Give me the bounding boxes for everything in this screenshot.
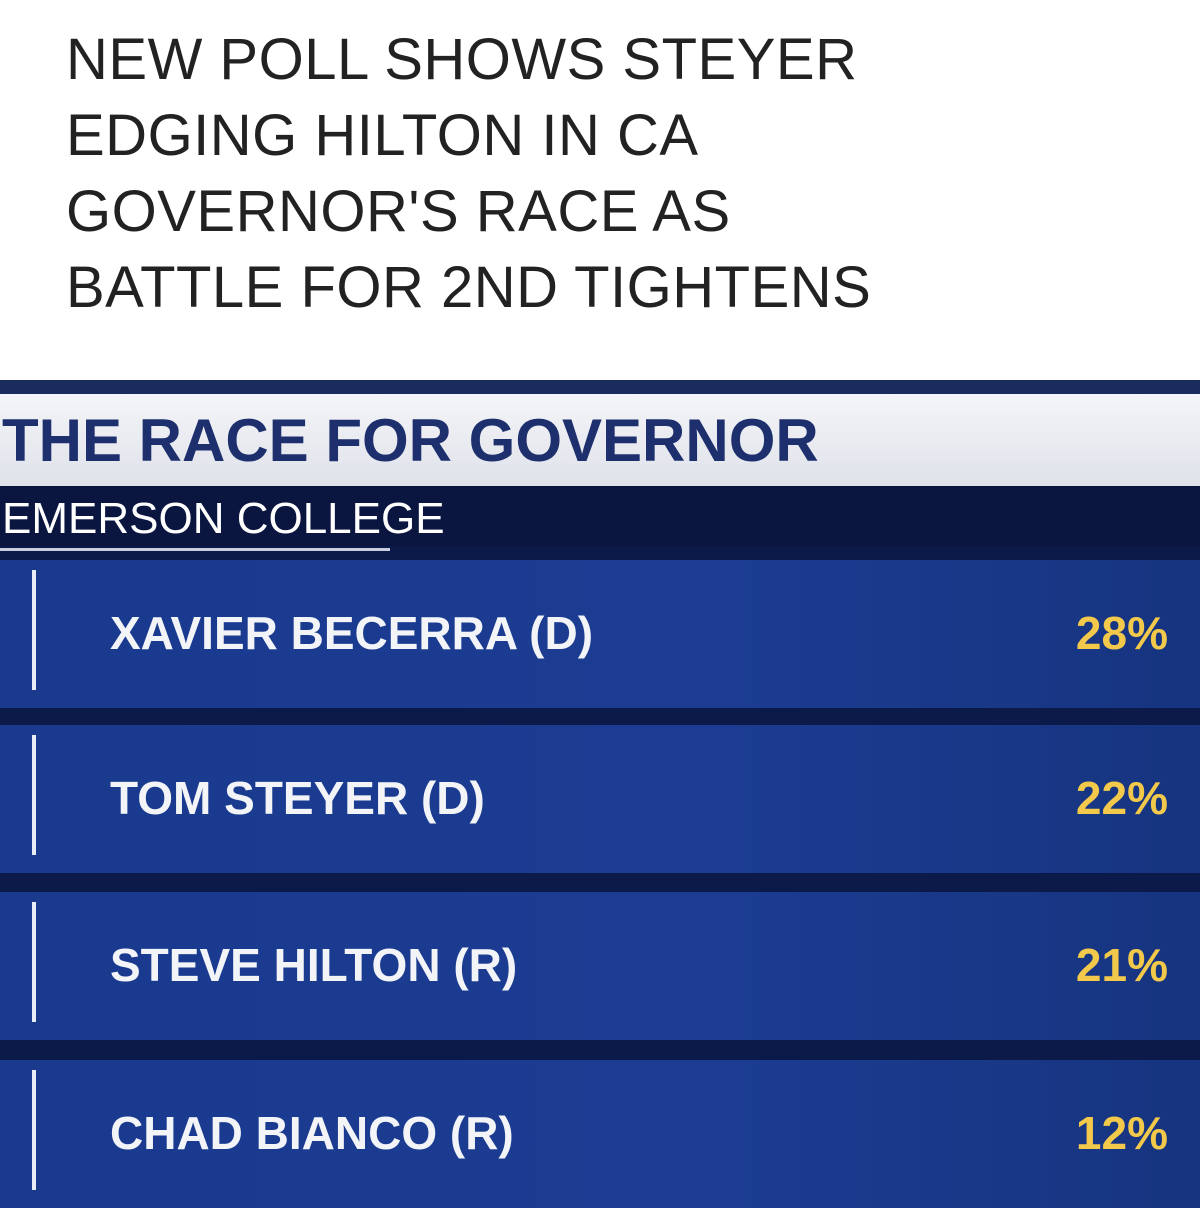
poll-percent: 28% [1075,607,1168,659]
headline-line: GOVERNOR'S RACE AS [66,179,731,244]
headline-line: BATTLE FOR 2ND TIGHTENS [66,255,872,320]
row-accent [32,1070,36,1190]
title-band: THE RACE FOR GOVERNOR [0,394,1200,486]
result-row: STEVE HILTON (R) 21% [0,892,1200,1040]
source-band: EMERSON COLLEGE [0,486,1200,546]
result-row: CHAD BIANCO (R) 12% [0,1060,1200,1208]
row-accent [32,570,36,690]
result-row: XAVIER BECERRA (D) 28% [0,560,1200,708]
poll-percent: 22% [1075,772,1168,824]
poll-source: EMERSON COLLEGE [2,494,445,543]
top-strip [0,380,1200,394]
row-accent [32,735,36,855]
divider [0,548,390,551]
headline: NEW POLL SHOWS STEYER EDGING HILTON IN C… [66,22,1186,326]
candidate-name: XAVIER BECERRA (D) [110,607,594,659]
candidate-name: CHAD BIANCO (R) [110,1107,514,1159]
poll-percent: 12% [1075,1107,1168,1159]
headline-line: NEW POLL SHOWS STEYER [66,27,858,92]
candidate-name: TOM STEYER (D) [110,772,485,824]
poll-percent: 21% [1075,939,1168,991]
result-row: TOM STEYER (D) 22% [0,725,1200,873]
headline-line: EDGING HILTON IN CA [66,103,699,168]
candidate-name: STEVE HILTON (R) [110,939,518,991]
tv-graphic: THE RACE FOR GOVERNOR EMERSON COLLEGE XA… [0,380,1200,1208]
graphic-title: THE RACE FOR GOVERNOR [2,407,819,474]
row-accent [32,902,36,1022]
